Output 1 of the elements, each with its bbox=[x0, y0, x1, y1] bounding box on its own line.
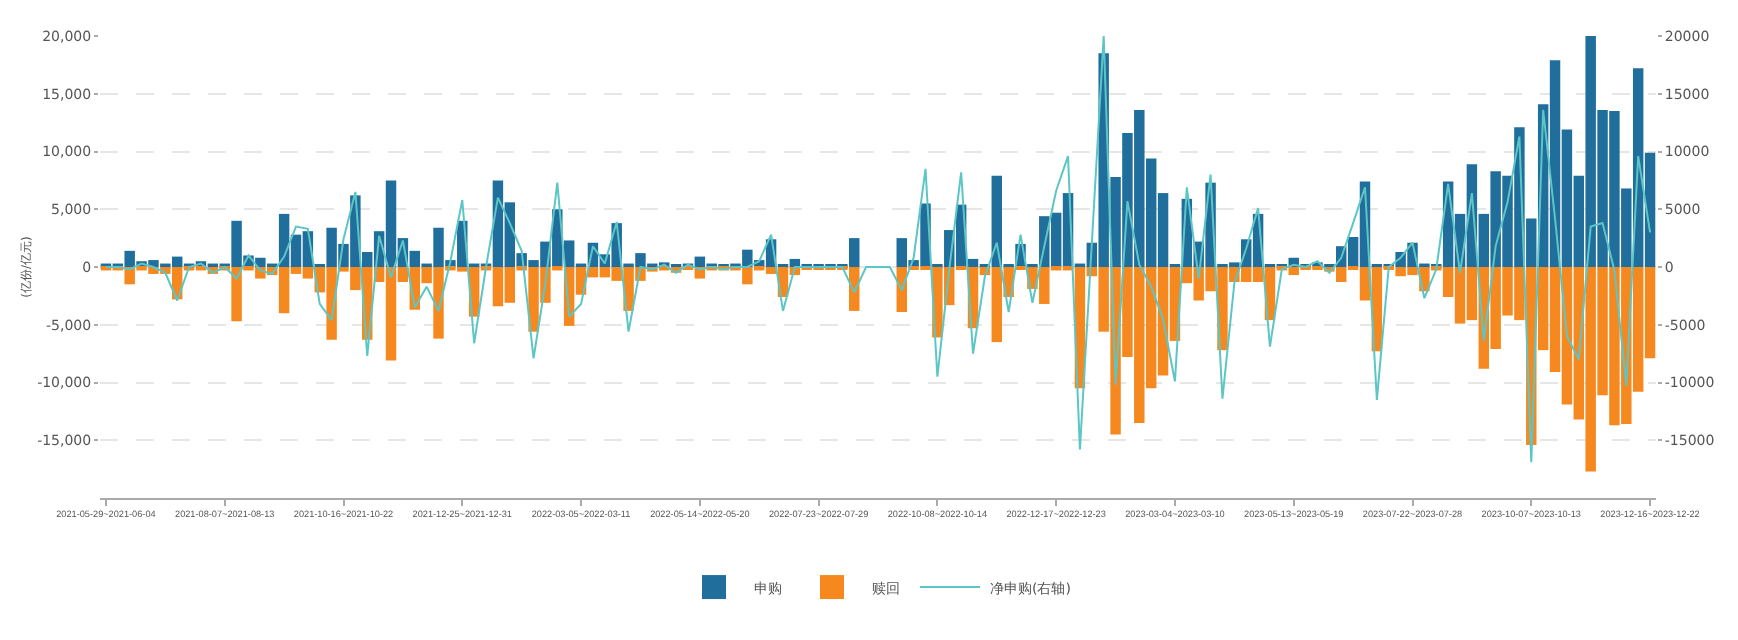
line-series bbox=[104, 36, 1652, 464]
